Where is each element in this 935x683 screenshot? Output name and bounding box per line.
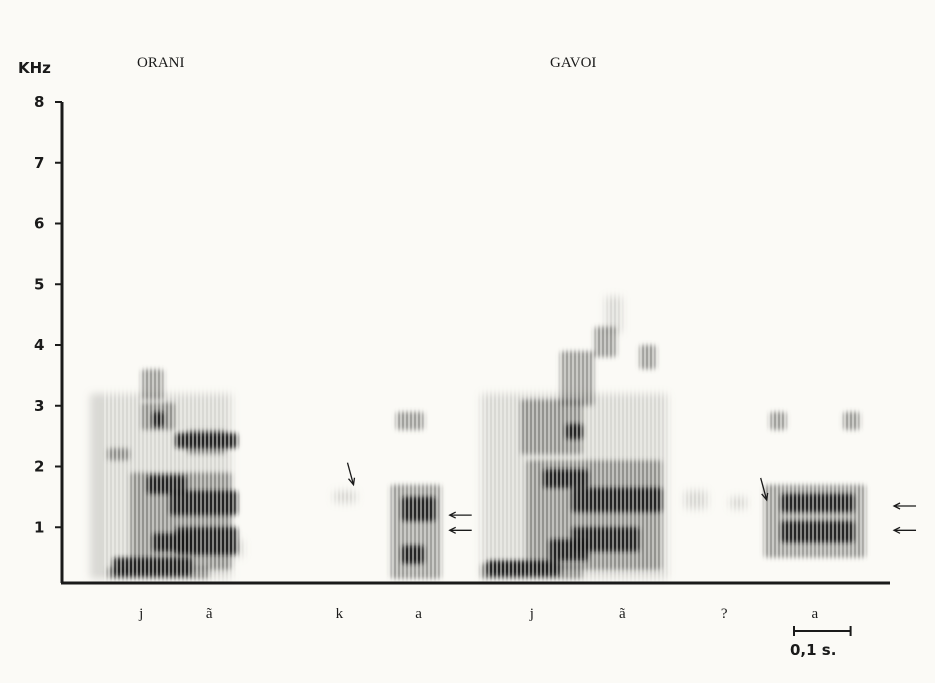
y-tick-label: 8 [34, 93, 44, 111]
segment-label: ã [619, 606, 626, 622]
segment-label: ã [206, 606, 213, 622]
annotation-arrow [760, 477, 769, 502]
annotation-arrow [448, 526, 472, 534]
y-tick-label: 3 [34, 397, 44, 415]
y-tick-label: 5 [34, 275, 44, 293]
segment-label: j [529, 606, 534, 622]
scale-bar-label: 0,1 s. [790, 641, 836, 659]
spectrogram-energy [90, 240, 902, 583]
annotation-arrow [892, 502, 917, 510]
segment-label: j [138, 606, 143, 622]
panel-title-orani: ORANI [137, 55, 185, 71]
y-tick-label: 6 [34, 215, 44, 233]
y-tick-label: 1 [34, 518, 44, 536]
annotation-arrow [346, 462, 356, 487]
axes: 1 2 3 4 5 6 7 8 [34, 93, 890, 585]
segment-label: a [811, 606, 818, 622]
y-tick-label: 7 [34, 154, 44, 172]
segment-label: ? [721, 606, 728, 622]
y-tick-label: 2 [34, 458, 44, 476]
segment-label: a [415, 606, 422, 622]
annotation-arrow [892, 526, 917, 534]
time-scale-bar [793, 626, 852, 636]
spectral-striation [102, 240, 902, 583]
y-axis-unit-label: KHz [18, 59, 51, 77]
annotations: j ã k a j ã? a [138, 462, 917, 636]
panel-title-gavoi: GAVOI [550, 55, 596, 71]
annotation-arrow [448, 511, 472, 519]
segment-label: k [336, 606, 344, 622]
y-tick-label: 4 [34, 336, 44, 354]
